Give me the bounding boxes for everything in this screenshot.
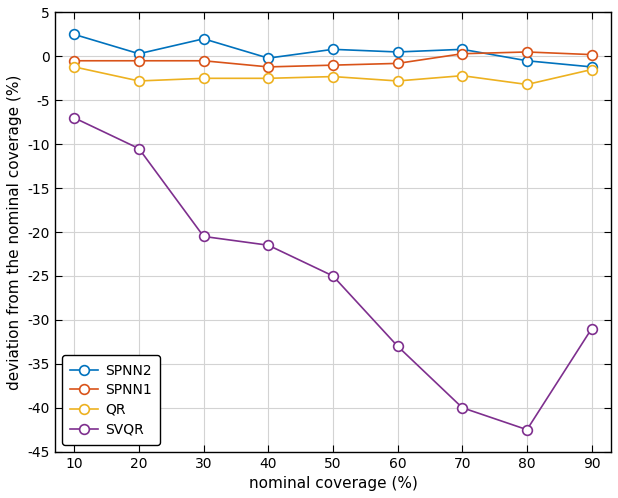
SPNN2 [394,49,401,55]
SPNN2 [588,64,595,70]
QR [265,75,272,81]
Line: SPNN1: SPNN1 [69,47,596,72]
SPNN2 [265,55,272,61]
SPNN2 [523,58,531,64]
SPNN1 [588,52,595,58]
Line: SVQR: SVQR [69,113,596,435]
QR [329,74,337,80]
SPNN1 [523,49,531,55]
SVQR [70,115,78,121]
SPNN1 [70,58,78,64]
QR [588,67,595,73]
SPNN2 [329,46,337,52]
SPNN1 [459,51,466,57]
QR [70,64,78,70]
SVQR [394,343,401,349]
QR [523,82,531,88]
SPNN2 [459,46,466,52]
SPNN1 [265,64,272,70]
QR [394,78,401,84]
SPNN2 [70,31,78,37]
SPNN1 [329,62,337,68]
SPNN1 [394,60,401,66]
SVQR [265,242,272,248]
SPNN2 [200,36,207,42]
X-axis label: nominal coverage (%): nominal coverage (%) [248,476,417,491]
Y-axis label: deviation from the nominal coverage (%): deviation from the nominal coverage (%) [7,74,22,390]
SVQR [459,405,466,411]
SVQR [329,273,337,279]
SPNN2 [135,51,143,57]
SVQR [523,427,531,433]
SVQR [588,326,595,332]
SVQR [200,234,207,240]
QR [200,75,207,81]
QR [135,78,143,84]
Line: SPNN2: SPNN2 [69,29,596,72]
Legend: SPNN2, SPNN1, QR, SVQR: SPNN2, SPNN1, QR, SVQR [62,356,160,445]
SPNN1 [135,58,143,64]
Line: QR: QR [69,62,596,89]
SPNN1 [200,58,207,64]
QR [459,73,466,79]
SVQR [135,145,143,151]
